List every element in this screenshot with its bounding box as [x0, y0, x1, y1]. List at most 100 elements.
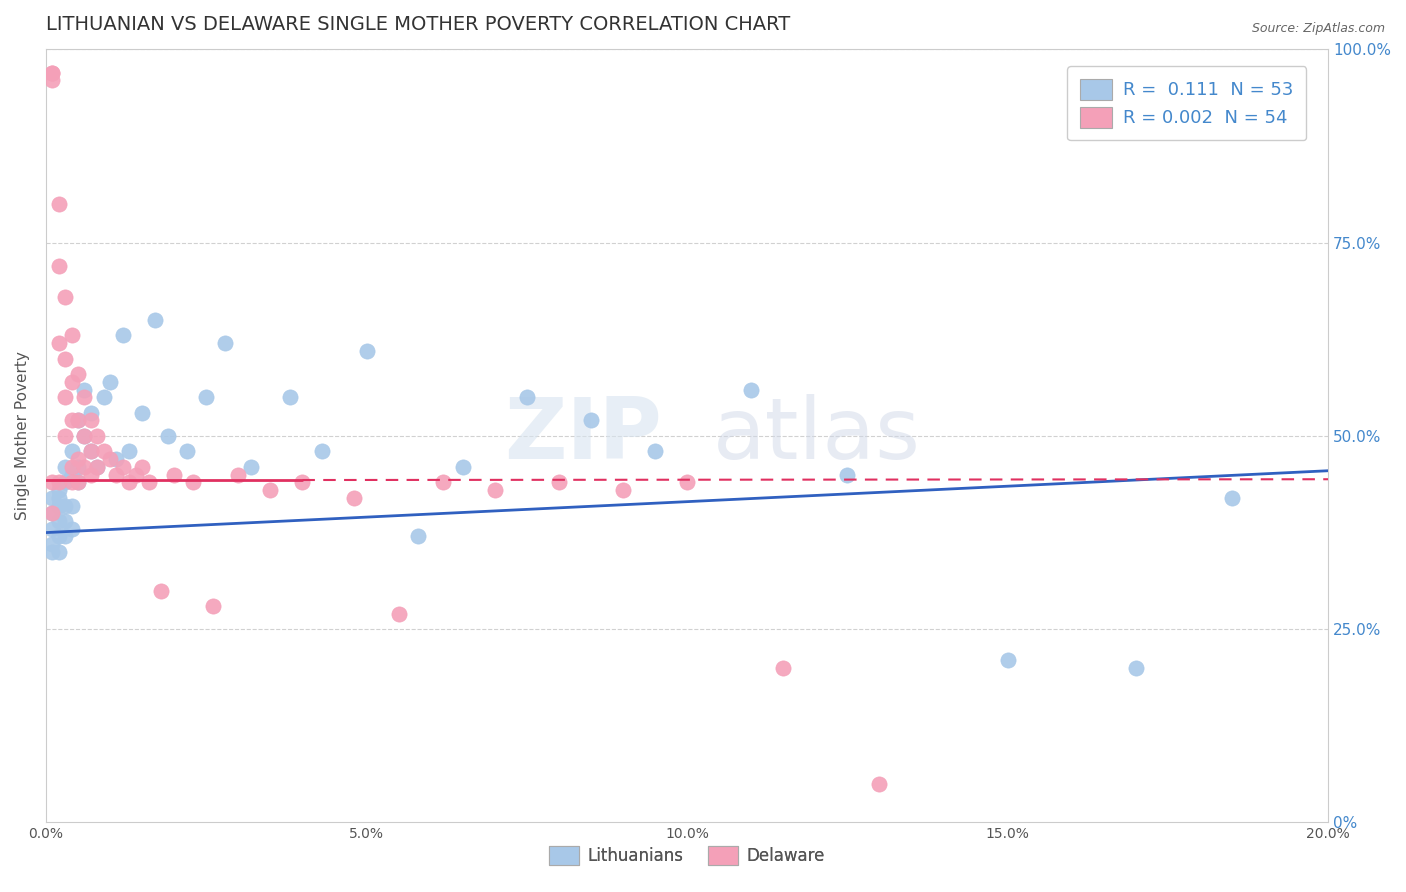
Point — [48, 259, 70, 273]
Point — [41, 506, 63, 520]
Point — [201, 599, 224, 613]
Point — [98, 375, 121, 389]
Point — [111, 459, 134, 474]
Point — [48, 529, 70, 543]
Point — [311, 444, 333, 458]
Point — [41, 475, 63, 490]
Point — [41, 537, 63, 551]
Point — [676, 475, 699, 490]
Point — [516, 390, 538, 404]
Point — [48, 499, 70, 513]
Point — [66, 459, 89, 474]
Point — [41, 522, 63, 536]
Point — [143, 313, 166, 327]
Point — [48, 545, 70, 559]
Point — [240, 459, 263, 474]
Point — [291, 475, 314, 490]
Point — [1220, 491, 1243, 505]
Legend: Lithuanians, Delaware: Lithuanians, Delaware — [543, 839, 832, 872]
Point — [226, 467, 249, 482]
Point — [60, 444, 83, 458]
Point — [48, 491, 70, 505]
Point — [837, 467, 859, 482]
Point — [278, 390, 301, 404]
Point — [80, 467, 103, 482]
Point — [60, 328, 83, 343]
Point — [60, 499, 83, 513]
Text: Source: ZipAtlas.com: Source: ZipAtlas.com — [1251, 22, 1385, 36]
Point — [53, 459, 76, 474]
Point — [86, 459, 108, 474]
Point — [98, 452, 121, 467]
Point — [740, 383, 762, 397]
Point — [73, 383, 96, 397]
Point — [66, 367, 89, 381]
Text: atlas: atlas — [713, 394, 921, 477]
Point — [48, 514, 70, 528]
Point — [484, 483, 506, 497]
Point — [66, 452, 89, 467]
Text: LITHUANIAN VS DELAWARE SINGLE MOTHER POVERTY CORRELATION CHART: LITHUANIAN VS DELAWARE SINGLE MOTHER POV… — [46, 15, 790, 34]
Point — [150, 583, 173, 598]
Point — [125, 467, 148, 482]
Point — [41, 73, 63, 87]
Point — [66, 475, 89, 490]
Point — [41, 65, 63, 79]
Point — [156, 429, 179, 443]
Point — [163, 467, 186, 482]
Point — [406, 529, 429, 543]
Point — [53, 529, 76, 543]
Point — [53, 475, 76, 490]
Point — [41, 65, 63, 79]
Point — [259, 483, 281, 497]
Point — [451, 459, 474, 474]
Y-axis label: Single Mother Poverty: Single Mother Poverty — [15, 351, 30, 520]
Point — [80, 444, 103, 458]
Point — [73, 429, 96, 443]
Point — [60, 413, 83, 427]
Point — [80, 406, 103, 420]
Point — [53, 429, 76, 443]
Point — [73, 390, 96, 404]
Point — [644, 444, 666, 458]
Point — [131, 459, 153, 474]
Point — [997, 653, 1019, 667]
Point — [387, 607, 409, 621]
Point — [868, 777, 890, 791]
Point — [41, 545, 63, 559]
Point — [343, 491, 366, 505]
Point — [612, 483, 634, 497]
Point — [432, 475, 454, 490]
Point — [183, 475, 205, 490]
Point — [105, 467, 128, 482]
Point — [118, 444, 141, 458]
Point — [93, 390, 115, 404]
Point — [48, 336, 70, 351]
Point — [105, 452, 128, 467]
Point — [48, 475, 70, 490]
Point — [66, 413, 89, 427]
Point — [53, 290, 76, 304]
Point — [41, 506, 63, 520]
Point — [176, 444, 198, 458]
Point — [53, 499, 76, 513]
Text: ZIP: ZIP — [503, 394, 661, 477]
Point — [53, 514, 76, 528]
Point — [48, 483, 70, 497]
Point — [73, 429, 96, 443]
Point — [86, 459, 108, 474]
Point — [80, 413, 103, 427]
Point — [66, 413, 89, 427]
Point — [80, 444, 103, 458]
Point — [547, 475, 569, 490]
Point — [579, 413, 602, 427]
Point — [356, 343, 378, 358]
Point — [214, 336, 236, 351]
Point — [1125, 661, 1147, 675]
Point — [93, 444, 115, 458]
Point — [60, 375, 83, 389]
Point — [53, 390, 76, 404]
Point — [60, 467, 83, 482]
Point — [118, 475, 141, 490]
Point — [60, 475, 83, 490]
